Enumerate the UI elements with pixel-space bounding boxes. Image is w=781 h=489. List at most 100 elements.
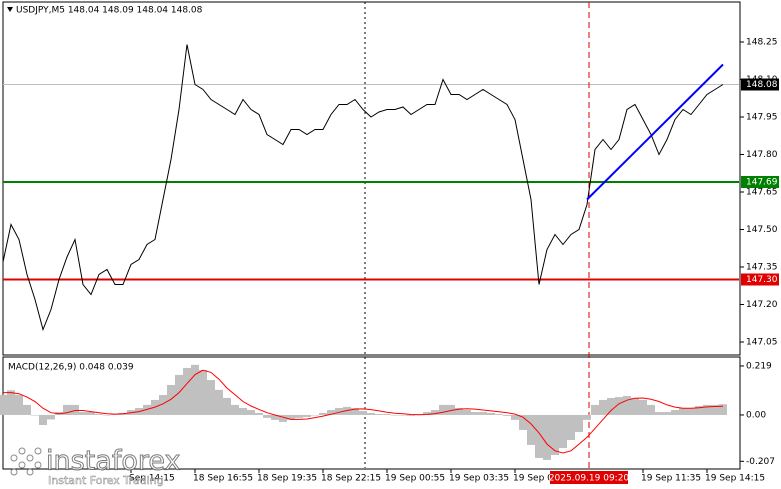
histogram-bar	[199, 369, 207, 415]
histogram-bar	[31, 414, 39, 416]
y-tick-label: 0.219	[746, 361, 772, 371]
histogram-bar	[567, 414, 575, 441]
y-tick-label: 147.05	[746, 338, 778, 348]
histogram-bar	[431, 410, 439, 415]
histogram-bar	[23, 404, 31, 415]
histogram-bar	[527, 414, 535, 445]
histogram-bar	[479, 412, 487, 415]
histogram-bar	[591, 404, 599, 415]
level-box	[741, 273, 779, 286]
histogram-bar	[575, 414, 583, 432]
signal-line	[3, 369, 724, 454]
y-tick-label: 147.65	[746, 188, 778, 198]
histogram-bar	[647, 404, 655, 415]
x-tick-label: 19 Sep 14:15	[705, 474, 765, 484]
histogram-bar	[551, 414, 559, 456]
x-tick-label: 19 Sep 00:55	[385, 474, 445, 484]
histogram-bar	[103, 414, 111, 416]
histogram-bar	[407, 414, 415, 416]
watermark-logo-dot	[10, 454, 18, 462]
histogram-bar	[439, 404, 447, 415]
y-tick-label: 147.50	[746, 225, 778, 235]
level-box	[741, 176, 779, 188]
histogram-bar	[263, 414, 271, 418]
histogram-bar	[175, 374, 183, 415]
watermark-logo-dot	[18, 447, 26, 455]
histogram-bar	[615, 397, 623, 415]
x-tick-label: 19 Sep 06:15	[513, 474, 573, 484]
histogram-bar	[671, 410, 679, 415]
watermark-logo-dot	[18, 461, 26, 469]
histogram-bar	[543, 414, 551, 460]
histogram-bar	[215, 389, 223, 415]
last-price-box	[741, 78, 779, 91]
time-marker-label: 2025.09.19 09:20	[549, 474, 630, 484]
histogram-bar	[183, 367, 191, 415]
x-tick-label: 19 Sep 03:35	[449, 474, 509, 484]
histogram-bar	[207, 380, 215, 415]
histogram-bar	[559, 414, 567, 449]
histogram-bar	[383, 414, 391, 415]
symbol-icon	[7, 7, 13, 12]
histogram-bar	[583, 414, 591, 420]
x-tick-label: 18 Sep 22:15	[321, 474, 381, 484]
histogram-bar	[351, 408, 359, 415]
x-tick-label: 18 Sep 16:55	[193, 474, 253, 484]
level-label: 147.69	[746, 178, 778, 188]
histogram-bar	[655, 412, 663, 415]
price-panel	[2, 1, 741, 356]
watermark-logo-dot	[26, 468, 34, 476]
histogram-bar	[687, 408, 695, 415]
histogram-bar	[471, 412, 479, 415]
histogram-bar	[495, 414, 503, 415]
watermark-logo-dot	[26, 454, 34, 462]
histogram-bar	[39, 414, 47, 426]
histogram-bar	[15, 394, 23, 415]
histogram-bar	[167, 384, 175, 415]
histogram-bar	[631, 397, 639, 415]
histogram-bar	[367, 412, 375, 415]
histogram-bar	[87, 412, 95, 415]
histogram-bar	[447, 404, 455, 415]
y-tick-label: -0.207	[746, 457, 775, 467]
histogram-bar	[335, 408, 343, 415]
watermark-logo-dot	[10, 468, 18, 476]
histogram-bar	[511, 414, 519, 420]
histogram-bar	[711, 404, 719, 415]
histogram-bar	[503, 414, 511, 416]
histogram-bar	[303, 414, 311, 417]
trend-line	[586, 63, 724, 201]
histogram-bar	[679, 408, 687, 415]
histogram-bar	[623, 395, 631, 415]
histogram-bar	[463, 410, 471, 415]
histogram-bar	[311, 414, 319, 416]
histogram-bar	[455, 408, 463, 415]
watermark-tagline: Instant Forex Trading	[48, 474, 164, 487]
x-tick-label: 18 Sep 19:35	[257, 474, 317, 484]
histogram-bar	[703, 404, 711, 415]
histogram-bar	[159, 395, 167, 415]
histogram-bar	[287, 414, 295, 420]
histogram-bar	[295, 414, 303, 418]
histogram-bar	[639, 399, 647, 415]
y-tick-label: 147.35	[746, 263, 778, 273]
last-price-label: 148.08	[746, 80, 778, 90]
y-tick-label: 147.95	[746, 113, 778, 123]
histogram-bar	[327, 410, 335, 415]
watermark-logo-dot	[34, 447, 42, 455]
histogram-bar	[279, 414, 287, 422]
histogram-bar	[535, 414, 543, 458]
histogram-bar	[423, 412, 431, 415]
histogram-bar	[391, 414, 399, 416]
histogram-bar	[399, 414, 407, 416]
histogram-bar	[607, 397, 615, 415]
histogram-bar	[663, 412, 671, 415]
histogram-bar	[95, 414, 103, 415]
histogram-bar	[247, 410, 255, 415]
histogram-bar	[695, 406, 703, 415]
histogram-bar	[719, 404, 727, 415]
histogram-bar	[0, 394, 7, 415]
